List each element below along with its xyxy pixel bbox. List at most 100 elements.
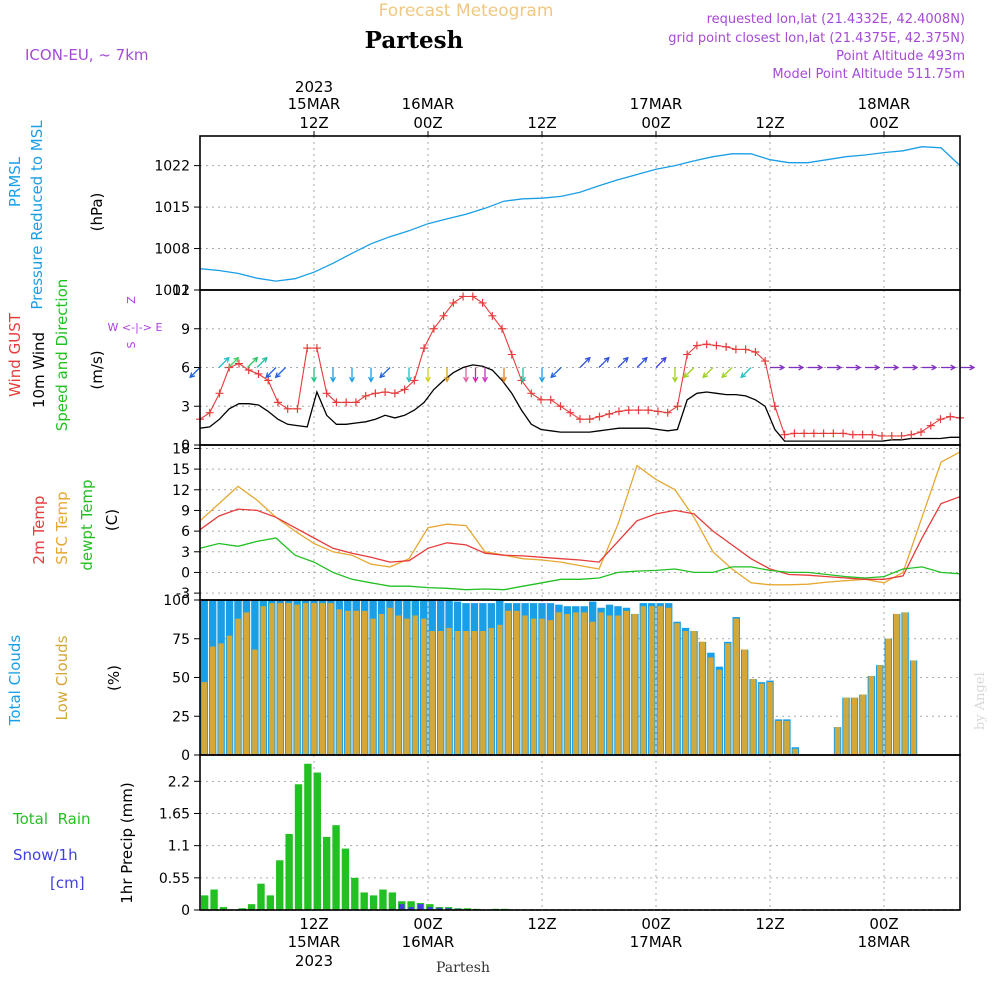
- wind-10m-label: 10m Wind: [30, 332, 48, 408]
- precip-unit: 1hr Precip (mm): [118, 782, 136, 903]
- sfc-temp-label: SFC Temp: [53, 491, 71, 564]
- low-cloud-bar: [260, 606, 267, 755]
- low-cloud-bar: [640, 606, 647, 755]
- low-cloud-bar: [902, 612, 908, 755]
- gust-marker: [741, 345, 750, 354]
- gust-marker: [926, 421, 935, 430]
- gust-marker: [273, 398, 282, 407]
- gust-marker: [332, 398, 341, 407]
- gust-marker: [819, 429, 828, 438]
- gust-marker: [449, 298, 458, 307]
- low-cloud-bar: [345, 610, 351, 755]
- wind-arrow: [617, 357, 629, 368]
- low-cloud-bar: [530, 618, 537, 755]
- precip-ytick-label: 1.65: [159, 806, 190, 822]
- low-cloud-bar: [868, 675, 875, 755]
- model-label: ICON-EU, ~ 7km: [25, 46, 149, 64]
- temp-ytick-label: 18: [172, 441, 190, 457]
- low-cloud-bar: [235, 618, 241, 755]
- wind-arrow-head: [330, 376, 336, 383]
- wind-arrow: [228, 357, 239, 368]
- wind-arrow: [598, 357, 610, 368]
- temp-unit: (C): [103, 509, 121, 531]
- low-cloud-bar: [547, 620, 554, 755]
- low-cloud-bar: [556, 612, 562, 755]
- snow-bar: [445, 908, 452, 910]
- gust-marker: [420, 344, 429, 353]
- wind-arrow-head: [855, 364, 862, 371]
- wind-arrow-head: [472, 376, 479, 383]
- gust-marker: [907, 430, 916, 439]
- low-cloud-bar: [454, 631, 461, 755]
- location-title: Partesh: [365, 27, 464, 54]
- gust-marker: [809, 429, 818, 438]
- date-label-bottom: 16MAR: [402, 933, 455, 951]
- low-cloud-bar: [674, 623, 680, 755]
- wind-arrow-head: [817, 364, 824, 371]
- rain-bar: [463, 908, 472, 910]
- snow-unit-label: [cm]: [50, 874, 85, 892]
- low-cloud-bar: [910, 660, 917, 755]
- low-cloud-bar: [843, 697, 849, 755]
- rain-bar: [426, 904, 434, 910]
- low-cloud-bar: [758, 683, 765, 755]
- wind-arrow-head: [912, 364, 919, 371]
- low-cloud-bar: [285, 603, 292, 755]
- panel-frame: [199, 135, 961, 291]
- low-cloud-bar: [682, 631, 689, 755]
- low-cloud-bar: [649, 606, 655, 755]
- model-altitude: Model Point Altitude 511.75m: [772, 67, 965, 82]
- low-cloud-bar: [488, 627, 495, 755]
- low-cloud-bar: [792, 748, 799, 755]
- wind-arrow-head: [539, 376, 545, 383]
- gust-marker: [878, 431, 887, 440]
- precip-ytick-label: 2.2: [168, 774, 190, 790]
- wind-arrow: [256, 357, 268, 368]
- wind-ytick-label: 9: [181, 322, 190, 338]
- wind-arrow-head: [779, 364, 786, 371]
- wind-arrow-head: [501, 376, 507, 383]
- low-cloud-bar: [437, 631, 444, 755]
- hour-label-top: 12Z: [755, 114, 784, 132]
- snow-bar: [427, 907, 433, 910]
- wind-arrow-head: [874, 364, 881, 371]
- gridpoint-coords: grid point closest lon,lat (21.4375E, 42…: [668, 31, 965, 46]
- wind-arrow: [218, 357, 230, 368]
- rain-bar: [285, 833, 293, 910]
- gust-marker: [264, 376, 273, 385]
- wind-arrow: [579, 357, 591, 368]
- low-cloud-bar: [860, 694, 866, 755]
- temp2m-label: 2m Temp: [30, 496, 48, 565]
- rain-bar: [247, 904, 256, 910]
- low-cloud-bar: [480, 631, 486, 755]
- low-cloud-bar: [209, 646, 216, 755]
- bottom-location: Partesh: [436, 960, 490, 976]
- gust-marker: [254, 369, 263, 378]
- wind-arrow-head: [379, 372, 386, 379]
- rain-bar: [360, 892, 368, 910]
- wind-arrow-head: [672, 376, 678, 383]
- prmsl-ytick-label: 1008: [154, 242, 190, 258]
- wind-arrow-head: [622, 356, 629, 363]
- rain-bar: [201, 895, 209, 910]
- clouds-unit: (%): [105, 665, 123, 691]
- date-label-bottom: 18MAR: [858, 933, 911, 951]
- rain-bar: [238, 908, 246, 910]
- gust-marker: [887, 431, 896, 440]
- wind-arrow-head: [463, 376, 469, 383]
- gust-marker: [293, 404, 302, 413]
- gust-marker: [322, 389, 331, 398]
- wind-gust-line: [199, 295, 961, 437]
- wind-arrow: [379, 367, 391, 378]
- hour-label-bottom: 12Z: [527, 915, 556, 933]
- temp-ytick-label: 6: [181, 524, 190, 540]
- gust-marker: [800, 429, 809, 438]
- hour-label-top: 00Z: [641, 114, 670, 132]
- gust-marker: [917, 428, 926, 437]
- low-cloud-bar: [243, 612, 250, 755]
- low-cloud-bar: [387, 607, 393, 755]
- rain-bar: [341, 848, 350, 910]
- low-cloud-bar: [497, 624, 503, 755]
- low-cloud-bar: [269, 603, 275, 755]
